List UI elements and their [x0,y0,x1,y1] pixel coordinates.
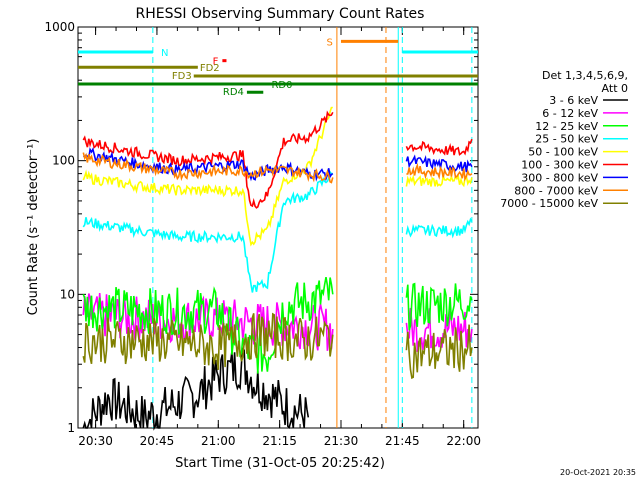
flag-label: F [213,57,219,68]
series-line [82,347,310,431]
series-line [405,173,473,188]
x-tick-label: 22:00 [446,434,481,448]
series-line [406,162,473,182]
series-line [82,106,333,247]
flag-label: FD2 [200,63,220,74]
x-tick-label: 21:00 [201,434,236,448]
series-line [405,307,473,352]
series-line [82,312,334,370]
legend-label: 6 - 12 keV [542,107,598,120]
y-tick-label: 10 [60,287,75,301]
x-tick-label: 20:30 [78,434,113,448]
legend-label: 100 - 300 keV [521,159,598,172]
flag-label: RD4 [223,87,244,98]
series-line [83,147,334,182]
y-tick-label: 100 [52,154,75,168]
series-line [405,154,473,173]
legend-label: 300 - 800 keV [521,171,598,184]
series-line [405,138,473,156]
x-tick-label: 20:45 [140,434,175,448]
legend-label: 800 - 7000 keV [514,184,598,197]
x-axis-label: Start Time (31-Oct-05 20:25:42) [175,456,385,471]
legend-label: 50 - 100 keV [528,146,598,159]
legend-label: 25 - 50 keV [535,133,598,146]
y-tick-label: 1000 [44,20,75,34]
series-line [82,276,334,374]
legend-label: 12 - 25 keV [535,120,598,133]
legend-label: 3 - 6 keV [549,94,598,107]
series-line [405,324,473,380]
series-line [405,282,473,331]
flag-label: RD0 [271,80,292,91]
y-axis-label: Count Rate (s⁻¹ detector⁻¹) [26,139,41,316]
legend-header-attenuator: Att 0 [602,82,628,95]
series-line [82,152,334,184]
y-tick-label: 1 [67,421,75,435]
x-tick-label: 21:30 [324,434,359,448]
series-line [82,110,334,209]
chart-title: RHESSI Observing Summary Count Rates [136,6,425,22]
series-line [405,217,473,239]
plot-frame [77,26,479,429]
flag-label: FD3 [172,71,192,82]
plot-area: 1 10 100 1000 20:30 20:45 21:00 21:15 21:30 21:45… [44,20,481,448]
series-line [82,170,333,293]
flag-label: N [161,48,168,59]
flag-label: S [327,37,333,48]
legend-header-detectors: Det 1,3,4,5,6,9, [542,69,628,82]
footer-timestamp: 20-Oct-2021 20:35 [560,468,636,477]
x-tick-label: 21:15 [262,434,297,448]
x-tick-label: 21:45 [385,434,420,448]
legend-label: 7000 - 15000 keV [500,197,598,210]
